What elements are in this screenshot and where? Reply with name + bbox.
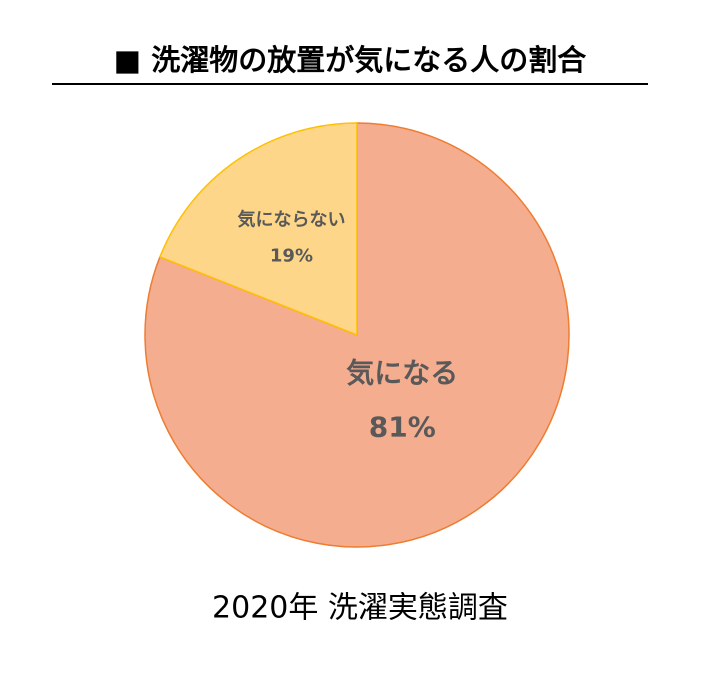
source-note: 2020年 洗濯実態調査	[212, 591, 508, 626]
pie-slice	[158, 122, 358, 337]
chart-title: ■ 洗濯物の放置が気になる人の割合	[114, 43, 587, 77]
slice-label: 気になる	[346, 357, 458, 390]
slice-label: 気にならない	[237, 209, 345, 231]
value-label: 81%	[369, 411, 436, 444]
pie: 気になる 81% 気にならない 19%	[144, 122, 570, 548]
value-label: 19%	[270, 246, 313, 267]
